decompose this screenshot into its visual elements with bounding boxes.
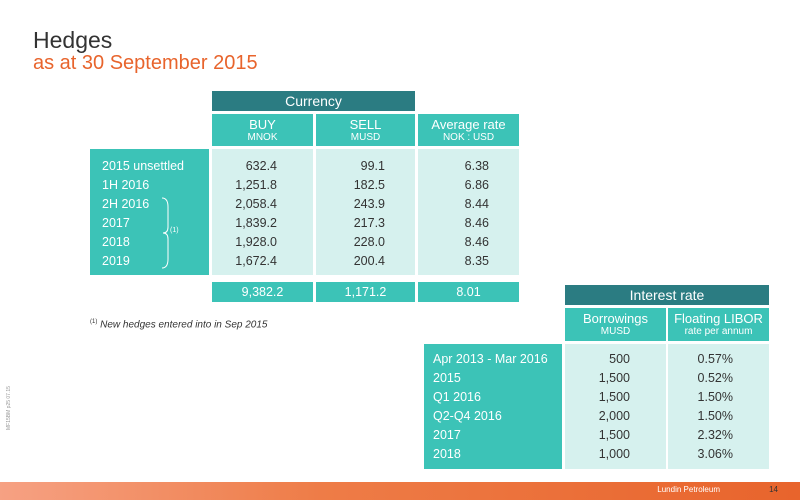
libor-cell: 1.50% [697,390,733,404]
footer-band [0,482,800,500]
borrowings-cell: 1,500 [598,390,630,404]
brand-name: Lundin Petroleum [657,485,720,494]
rate-cell: 8.46 [464,235,489,249]
row-label: 2017 [102,216,130,230]
libor-unit: rate per annum [684,326,753,337]
borrowings-cell: 1,000 [598,447,630,461]
borrowings-unit: MUSD [600,326,631,337]
buy-values: 632.4 1,251.8 2,058.4 1,839.2 1,928.0 1,… [212,149,313,275]
rate-unit: NOK : USD [442,132,495,143]
sell-cell: 200.4 [353,254,385,268]
libor-cell: 0.57% [697,352,733,366]
footnote-text: New hedges entered into in Sep 2015 [100,319,268,331]
borrowings-column-header: Borrowings MUSD [565,308,666,341]
row-label: 1H 2016 [102,178,150,192]
bracket-icon [161,197,169,269]
row-label: Apr 2013 - Mar 2016 [433,352,548,366]
borrowings-cell: 2,000 [598,409,630,423]
footnote-marker: (1) [90,319,98,325]
libor-column-header: Floating LIBOR rate per annum [668,308,769,341]
buy-cell: 1,251.8 [235,178,277,192]
side-code: MF15BM p25 07.15 [6,386,12,430]
rate-cell: 6.38 [464,159,489,173]
row-label: Q2-Q4 2016 [433,409,502,423]
sell-cell: 217.3 [353,216,385,230]
row-label: 2019 [102,254,130,268]
row-label: 2017 [433,428,461,442]
libor-cell: 2.32% [697,428,733,442]
sell-cell: 228.0 [353,235,385,249]
sell-cell: 99.1 [360,159,385,173]
borrowings-label: Borrowings [582,311,649,326]
buy-cell: 1,928.0 [235,235,277,249]
row-label: 2H 2016 [102,197,150,211]
sell-cell: 243.9 [353,197,385,211]
page-title: Hedges [33,27,113,53]
libor-label: Floating LIBOR [674,311,763,326]
rate-label: Average rate [431,117,506,132]
buy-label: BUY [249,117,276,132]
libor-cell: 3.06% [697,447,733,461]
buy-cell: 2,058.4 [235,197,277,211]
interest-row-labels: Apr 2013 - Mar 2016 2015 Q1 2016 Q2-Q4 2… [424,344,562,469]
interest-header: Interest rate [565,285,769,305]
row-label: Q1 2016 [433,390,481,404]
rate-cell: 8.35 [464,254,489,268]
page-number: 14 [769,485,778,494]
page-subtitle: as at 30 September 2015 [33,52,258,74]
bracket-note: (1) [170,227,179,234]
libor-cell: 1.50% [697,409,733,423]
row-label: 2015 unsettled [102,159,185,173]
currency-row-labels: 2015 unsettled 1H 2016 2H 2016 2017 2018… [90,149,209,275]
borrowings-cell: 1,500 [598,428,630,442]
libor-values: 0.57% 0.52% 1.50% 1.50% 2.32% 3.06% [668,344,769,469]
sell-column-header: SELL MUSD [316,114,415,146]
borrowings-cell: 1,500 [598,371,630,385]
buy-total: 9,382.2 [212,282,313,302]
buy-cell: 1,839.2 [235,216,277,230]
row-label: 2018 [102,235,130,249]
rate-column-header: Average rate NOK : USD [418,114,519,146]
buy-unit: MNOK [247,132,278,143]
rate-cell: 8.44 [464,197,489,211]
sell-label: SELL [349,117,382,132]
buy-cell: 1,672.4 [235,254,277,268]
row-label: 2018 [433,447,461,461]
rate-cell: 8.46 [464,216,489,230]
borrowings-cell: 500 [609,352,630,366]
buy-column-header: BUY MNOK [212,114,313,146]
sell-unit: MUSD [350,132,381,143]
row-label: 2015 [433,371,461,385]
rate-total: 8.01 [418,282,519,302]
currency-header: Currency [212,91,415,111]
sell-total: 1,171.2 [316,282,415,302]
buy-cell: 632.4 [245,159,277,173]
rate-values: 6.38 6.86 8.44 8.46 8.46 8.35 [418,149,519,275]
rate-cell: 6.86 [464,178,489,192]
libor-cell: 0.52% [697,371,733,385]
borrowings-values: 500 1,500 1,500 2,000 1,500 1,000 [565,344,666,469]
footnote: (1) New hedges entered into in Sep 2015 [90,319,267,330]
sell-values: 99.1 182.5 243.9 217.3 228.0 200.4 [316,149,415,275]
sell-cell: 182.5 [353,178,385,192]
